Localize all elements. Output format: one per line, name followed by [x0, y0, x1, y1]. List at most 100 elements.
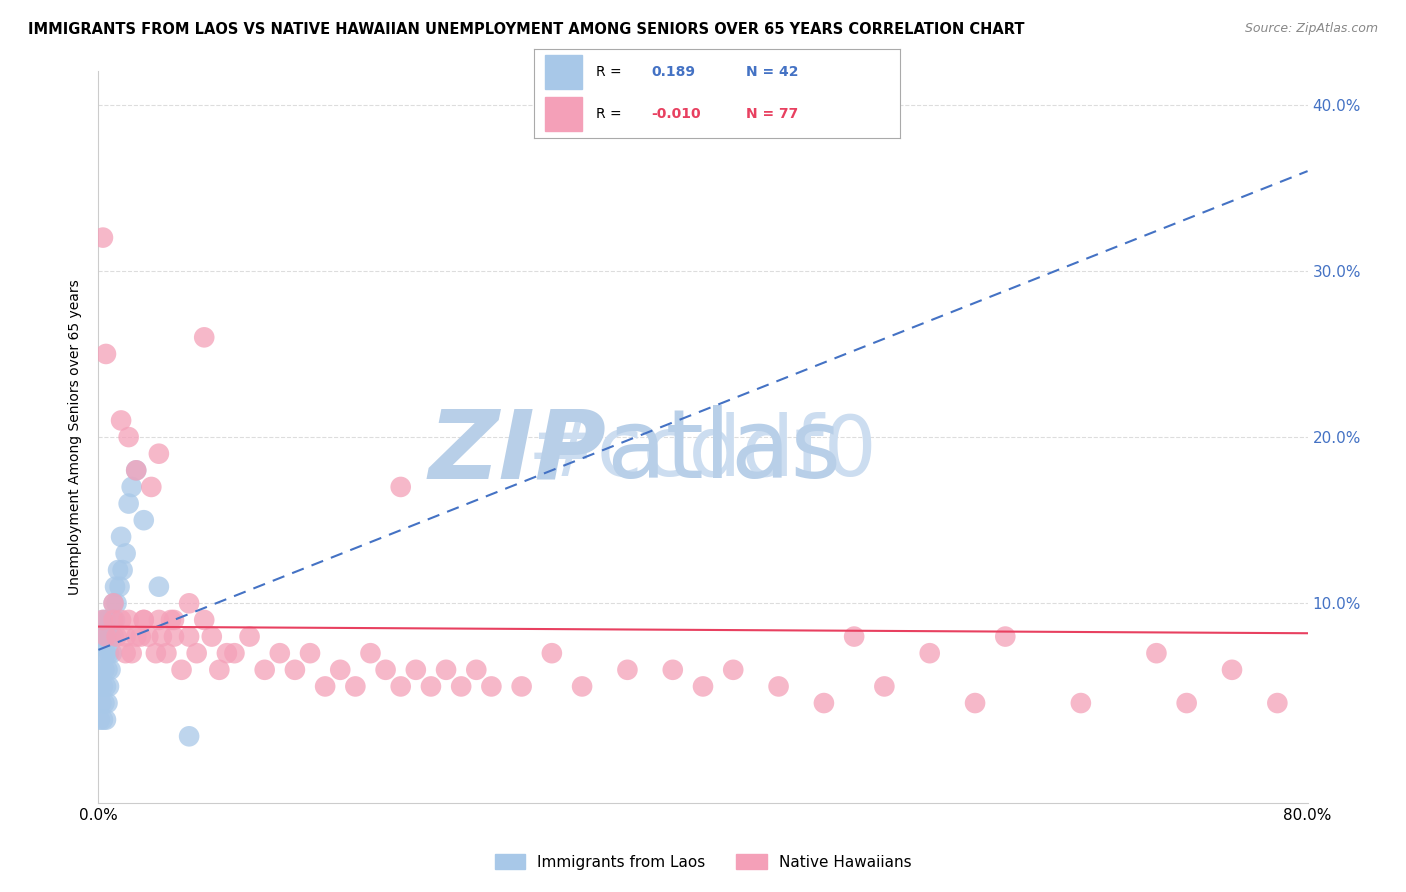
Point [104, 613, 127, 627]
Point [132, 613, 155, 627]
Text: R =: R = [596, 65, 621, 79]
Point [420, 680, 443, 694]
Point [193, 613, 215, 627]
Point [136, 630, 159, 644]
Point [360, 646, 382, 660]
Point [918, 646, 941, 660]
Point [163, 630, 186, 644]
Point [104, 580, 127, 594]
Point [215, 646, 238, 660]
Point [94, 630, 117, 644]
Point [105, 630, 128, 644]
Point [94, 347, 117, 361]
Point [844, 630, 866, 644]
Point [374, 663, 396, 677]
Text: 0.189: 0.189 [651, 65, 695, 79]
Point [90, 630, 112, 644]
Point [94, 646, 117, 660]
Point [150, 630, 173, 644]
Point [98, 646, 121, 660]
Point [571, 680, 593, 694]
Point [103, 630, 125, 644]
Point [873, 680, 896, 694]
Point [389, 480, 412, 494]
Point [100, 663, 122, 677]
Point [103, 596, 125, 610]
Point [253, 663, 276, 677]
Point [96, 696, 118, 710]
Point [111, 563, 134, 577]
Point [132, 513, 155, 527]
Point [98, 613, 121, 627]
Point [434, 663, 457, 677]
Text: N = 77: N = 77 [747, 107, 799, 121]
Point [91, 680, 114, 694]
Point [100, 630, 122, 644]
Text: N = 42: N = 42 [747, 65, 799, 79]
Point [94, 680, 117, 694]
Point [186, 646, 208, 660]
Point [661, 663, 683, 677]
Point [405, 663, 427, 677]
Point [98, 680, 121, 694]
Point [118, 497, 141, 511]
Point [329, 663, 352, 677]
Point [114, 546, 136, 560]
Point [121, 480, 143, 494]
Bar [546, 97, 582, 131]
Point [510, 680, 533, 694]
Point [90, 663, 112, 677]
Point [201, 630, 224, 644]
Point [93, 696, 115, 710]
Point [465, 663, 488, 677]
Point [96, 663, 118, 677]
Point [193, 330, 215, 344]
Point [141, 480, 163, 494]
Text: Source: ZipAtlas.com: Source: ZipAtlas.com [1244, 22, 1378, 36]
Point [101, 646, 124, 660]
Point [1220, 663, 1243, 677]
Point [121, 646, 143, 660]
Point [450, 680, 472, 694]
Point [224, 646, 246, 660]
Point [91, 646, 114, 660]
Point [145, 646, 167, 660]
Point [94, 613, 117, 627]
Point [89, 713, 111, 727]
Point [1070, 696, 1092, 710]
Point [114, 630, 136, 644]
Point [89, 680, 111, 694]
Point [616, 663, 638, 677]
Point [91, 613, 114, 627]
Point [994, 630, 1017, 644]
Point [284, 663, 307, 677]
Point [344, 680, 367, 694]
Point [148, 613, 170, 627]
Point [208, 663, 231, 677]
Point [91, 613, 114, 627]
Text: #ccddf0: #ccddf0 [529, 411, 877, 492]
Bar [546, 55, 582, 89]
Text: R =: R = [596, 107, 621, 121]
Point [114, 646, 136, 660]
Point [163, 613, 186, 627]
Point [90, 696, 112, 710]
Point [160, 613, 183, 627]
Point [125, 463, 148, 477]
Point [129, 630, 152, 644]
Point [108, 580, 131, 594]
Point [170, 663, 193, 677]
Text: ZIP: ZIP [429, 405, 606, 499]
Point [540, 646, 562, 660]
Point [110, 613, 132, 627]
Point [91, 713, 114, 727]
Point [314, 680, 336, 694]
Point [148, 580, 170, 594]
Point [93, 630, 115, 644]
Point [179, 729, 201, 743]
Point [481, 680, 503, 694]
Point [110, 413, 132, 427]
Point [155, 646, 177, 660]
Point [125, 630, 148, 644]
Point [692, 680, 714, 694]
